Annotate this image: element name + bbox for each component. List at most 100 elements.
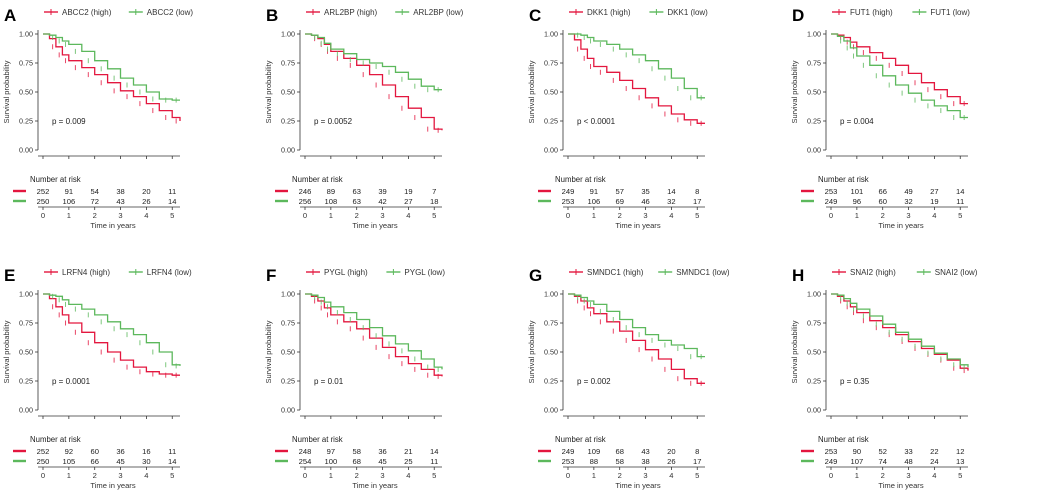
risk-table-title: Number at risk bbox=[818, 175, 869, 184]
legend-label-low: FUT1 (low) bbox=[930, 8, 970, 17]
y-tick-label: 0.75 bbox=[281, 59, 295, 68]
risk-count-high: 89 bbox=[327, 187, 335, 196]
risk-count-high: 11 bbox=[168, 187, 176, 196]
risk-count-low: 13 bbox=[956, 457, 964, 466]
legend-label-low: SNAI2 (low) bbox=[935, 268, 978, 277]
risk-count-high: 7 bbox=[432, 187, 436, 196]
legend-label-high: ABCC2 (high) bbox=[62, 8, 112, 17]
risk-x-tick-label: 0 bbox=[303, 211, 307, 220]
risk-count-high: 14 bbox=[956, 187, 964, 196]
risk-x-tick-label: 3 bbox=[643, 211, 647, 220]
risk-x-tick-label: 2 bbox=[355, 211, 359, 220]
x-axis-label: Time in years bbox=[90, 221, 135, 230]
risk-table-title: Number at risk bbox=[555, 175, 606, 184]
p-value: p = 0.0001 bbox=[52, 377, 91, 386]
legend-label-low: ARL2BP (low) bbox=[413, 8, 463, 17]
risk-x-tick-label: 2 bbox=[93, 471, 97, 480]
risk-count-low: 11 bbox=[430, 457, 438, 466]
y-axis-label: Survival probability bbox=[264, 320, 273, 383]
legend-label-low: LRFN4 (low) bbox=[147, 268, 192, 277]
risk-x-tick-label: 0 bbox=[41, 211, 45, 220]
survival-curve-high bbox=[568, 293, 705, 384]
y-axis-label: Survival probability bbox=[527, 320, 536, 383]
survival-curve-low bbox=[43, 293, 181, 366]
survival-curve-low bbox=[43, 33, 180, 101]
y-tick-label: 0.75 bbox=[19, 319, 33, 328]
risk-x-tick-label: 0 bbox=[829, 471, 833, 480]
risk-count-low: 106 bbox=[63, 197, 76, 206]
y-tick-label: 0.50 bbox=[807, 88, 821, 97]
p-value: p < 0.0001 bbox=[577, 117, 616, 126]
risk-x-tick-label: 5 bbox=[695, 471, 699, 480]
risk-count-high: 14 bbox=[430, 447, 438, 456]
risk-x-tick-label: 3 bbox=[906, 471, 910, 480]
panel-letter: E bbox=[4, 266, 15, 285]
y-tick-label: 0.75 bbox=[544, 319, 558, 328]
panel-h: H SNAI2 (high) SNAI2 (low) 0.00 0.25 0.50 0.75… bbox=[790, 266, 978, 490]
risk-count-low: 26 bbox=[667, 457, 675, 466]
y-tick-label: 0.50 bbox=[807, 348, 821, 357]
y-axis-label: Survival probability bbox=[790, 320, 799, 383]
risk-x-tick-label: 1 bbox=[329, 471, 333, 480]
y-tick-label: 0.25 bbox=[19, 377, 33, 386]
risk-count-high: 39 bbox=[378, 187, 386, 196]
risk-table-title: Number at risk bbox=[30, 175, 81, 184]
legend-label-low: PYGL (low) bbox=[404, 268, 445, 277]
risk-count-low: 46 bbox=[641, 197, 649, 206]
panel-letter: F bbox=[266, 266, 276, 285]
risk-count-low: 63 bbox=[352, 197, 360, 206]
legend-label-low: ABCC2 (low) bbox=[147, 8, 194, 17]
risk-count-high: 43 bbox=[641, 447, 649, 456]
risk-count-high: 22 bbox=[930, 447, 938, 456]
risk-count-high: 36 bbox=[378, 447, 386, 456]
risk-x-tick-label: 4 bbox=[669, 471, 673, 480]
risk-count-low: 100 bbox=[325, 457, 338, 466]
risk-count-high: 16 bbox=[142, 447, 150, 456]
risk-x-tick-label: 5 bbox=[958, 471, 962, 480]
panel-c: C DKK1 (high) DKK1 (low) 0.00 0.25 0.50 0.75 1.… bbox=[527, 6, 708, 230]
risk-count-low: 45 bbox=[378, 457, 386, 466]
risk-count-low: 107 bbox=[851, 457, 864, 466]
legend-label-high: SNAI2 (high) bbox=[850, 268, 896, 277]
risk-count-low: 45 bbox=[116, 457, 124, 466]
survival-curve-low bbox=[305, 33, 442, 91]
x-axis-label: Time in years bbox=[615, 221, 660, 230]
y-axis-label: Survival probability bbox=[790, 60, 799, 123]
risk-table-title: Number at risk bbox=[30, 435, 81, 444]
survival-curve-low bbox=[305, 293, 443, 370]
risk-count-high: 252 bbox=[37, 187, 50, 196]
survival-curve-high bbox=[831, 33, 968, 105]
risk-table-title: Number at risk bbox=[555, 435, 606, 444]
risk-count-high: 21 bbox=[404, 447, 412, 456]
y-tick-label: 0.00 bbox=[544, 406, 558, 415]
y-tick-label: 0.75 bbox=[281, 319, 295, 328]
risk-count-high: 27 bbox=[930, 187, 938, 196]
risk-count-high: 248 bbox=[299, 447, 312, 456]
risk-x-tick-label: 1 bbox=[329, 211, 333, 220]
risk-x-tick-label: 1 bbox=[592, 211, 596, 220]
risk-count-low: 38 bbox=[641, 457, 649, 466]
risk-count-low: 253 bbox=[562, 457, 575, 466]
risk-count-low: 30 bbox=[142, 457, 150, 466]
risk-x-tick-label: 3 bbox=[643, 471, 647, 480]
survival-curve-high bbox=[305, 33, 443, 131]
panel-g: G SMNDC1 (high) SMNDC1 (low) 0.00 0.25 0.50 0.… bbox=[527, 266, 730, 490]
y-tick-label: 0.00 bbox=[19, 146, 33, 155]
y-tick-label: 1.00 bbox=[281, 290, 295, 299]
risk-count-low: 26 bbox=[142, 197, 150, 206]
x-axis-label: Time in years bbox=[90, 481, 135, 490]
risk-x-tick-label: 4 bbox=[144, 471, 148, 480]
p-value: p = 0.004 bbox=[840, 117, 874, 126]
y-tick-label: 0.00 bbox=[544, 146, 558, 155]
panel-f: F PYGL (high) PYGL (low) 0.00 0.25 0.50 0.75 1.… bbox=[264, 266, 445, 490]
risk-count-low: 249 bbox=[825, 197, 838, 206]
risk-x-tick-label: 3 bbox=[380, 211, 384, 220]
y-tick-label: 0.75 bbox=[544, 59, 558, 68]
risk-x-tick-label: 2 bbox=[93, 211, 97, 220]
risk-count-low: 108 bbox=[325, 197, 338, 206]
y-tick-label: 0.50 bbox=[544, 88, 558, 97]
risk-count-low: 42 bbox=[378, 197, 386, 206]
risk-count-low: 18 bbox=[430, 197, 438, 206]
risk-x-tick-label: 4 bbox=[932, 471, 936, 480]
risk-count-low: 254 bbox=[299, 457, 312, 466]
